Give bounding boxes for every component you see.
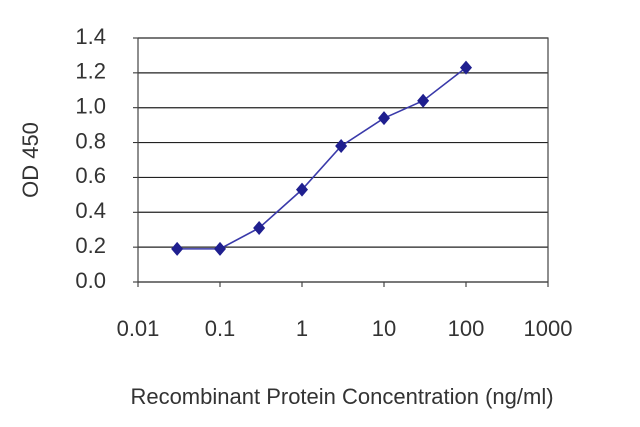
x-tick-label: 10 (372, 316, 396, 341)
y-tick-label: 1.4 (75, 24, 106, 49)
y-tick-label: 0.8 (75, 128, 106, 153)
plot-frame (137, 37, 549, 283)
data-point (171, 241, 184, 256)
data-point (335, 139, 348, 154)
x-tick-label: 1000 (524, 316, 573, 341)
x-tick-label: 0.1 (205, 316, 236, 341)
x-axis-label: Recombinant Protein Concentration (ng/ml… (130, 384, 553, 409)
data-point (460, 60, 472, 75)
y-tick-label: 0.6 (75, 163, 106, 188)
fit-line (177, 66, 467, 250)
data-point (296, 182, 308, 197)
x-tick-label: 1 (296, 316, 308, 341)
data-point (214, 241, 226, 256)
data-point (417, 93, 430, 108)
x-tick-label: 0.01 (117, 316, 160, 341)
data-point (253, 220, 266, 235)
y-tick-label: 1.0 (75, 94, 106, 119)
y-tick-label: 0.2 (75, 233, 106, 258)
y-tick-label: 0.4 (75, 198, 106, 223)
y-tick-label: 1.2 (75, 59, 106, 84)
x-tick-label: 100 (448, 316, 485, 341)
data-point (378, 111, 390, 126)
y-axis-label: OD 450 (18, 122, 43, 198)
y-tick-label: 0.0 (75, 268, 106, 293)
